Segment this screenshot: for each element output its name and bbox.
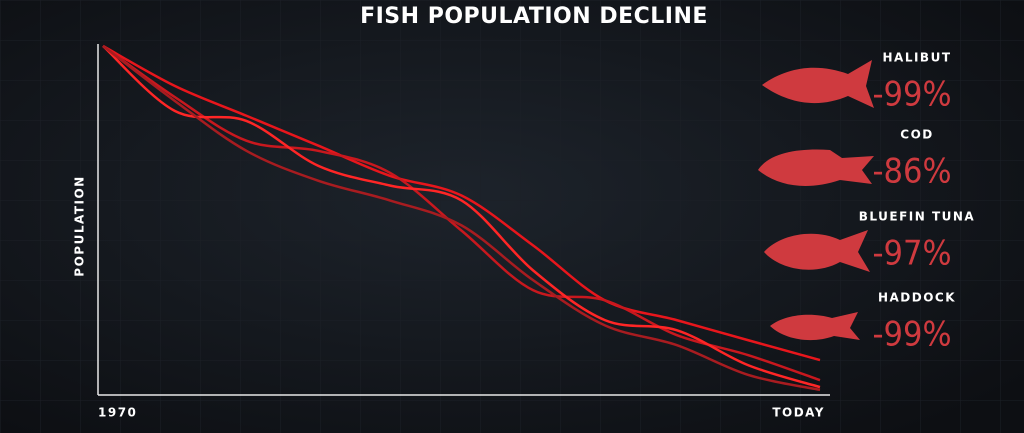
y-axis-label: POPULATION [73, 175, 87, 276]
x-tick-label: TODAY [772, 406, 825, 420]
cod-icon [758, 149, 874, 186]
fish-name: HALIBUT [882, 51, 951, 65]
x-tick-label: 1970 [98, 406, 137, 420]
fish-change: -99% [872, 75, 951, 115]
series-line [102, 45, 821, 392]
haddock-icon [770, 312, 860, 341]
series-line [102, 44, 821, 382]
fish-change: -86% [872, 152, 951, 192]
fish-name: HADDOCK [878, 291, 956, 305]
tuna-icon [764, 230, 870, 272]
fish-icons [758, 60, 874, 341]
fish-change: -97% [872, 234, 951, 274]
halibut-icon [762, 60, 874, 108]
fish-change: -99% [872, 315, 951, 355]
series-line [102, 44, 821, 362]
fish-name: COD [900, 128, 933, 142]
fish-name: BLUEFIN TUNA [859, 210, 975, 224]
series-line [102, 45, 821, 389]
chart-title: FISH POPULATION DECLINE [360, 4, 708, 29]
